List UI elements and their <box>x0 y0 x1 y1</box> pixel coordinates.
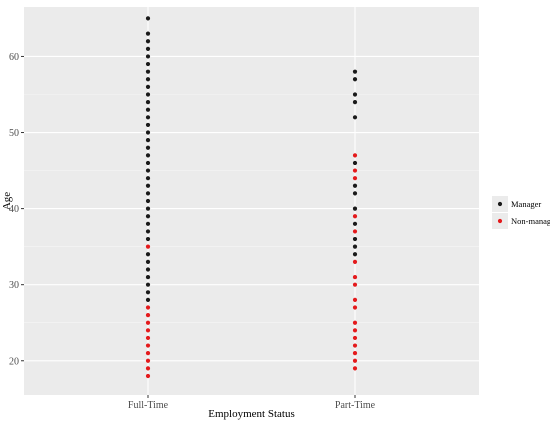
point-manager <box>145 107 151 112</box>
point-manager <box>145 77 151 82</box>
point-non-manager <box>352 176 358 181</box>
legend-marker-manager <box>497 201 503 207</box>
point-manager <box>145 31 151 36</box>
point-non-manager <box>352 274 358 280</box>
point-non-manager <box>352 320 358 325</box>
point-manager <box>145 191 151 196</box>
data-points <box>145 16 358 379</box>
point-manager <box>145 274 151 280</box>
point-manager <box>145 252 151 257</box>
y-tick-label: 60 <box>9 52 19 63</box>
plot-panel <box>24 7 479 395</box>
point-manager <box>352 92 358 97</box>
point-non-manager <box>145 305 151 310</box>
point-manager <box>145 46 151 51</box>
point-manager <box>145 267 151 272</box>
point-non-manager <box>352 358 358 363</box>
point-manager <box>145 160 151 166</box>
x-axis-title: Employment Status <box>208 408 294 420</box>
point-manager <box>352 115 358 120</box>
point-non-manager <box>352 214 358 219</box>
point-non-manager <box>352 297 358 303</box>
point-non-manager <box>145 328 151 333</box>
point-manager <box>352 99 358 105</box>
point-non-manager <box>145 343 151 348</box>
legend-label-non-manager: Non-manager <box>511 216 550 226</box>
point-manager <box>145 99 151 105</box>
point-manager <box>145 61 151 67</box>
y-axis: 20 30 40 50 60 <box>9 52 24 367</box>
point-manager <box>352 183 358 188</box>
point-manager <box>352 160 358 166</box>
point-non-manager <box>352 168 358 173</box>
point-manager <box>145 54 151 59</box>
y-tick-label: 20 <box>9 356 19 367</box>
x-tick-label: Full-Time <box>128 400 169 411</box>
point-manager <box>145 145 151 150</box>
y-axis-title: Age <box>1 192 13 210</box>
point-manager <box>145 84 151 89</box>
legend: Manager Non-manager <box>492 196 550 229</box>
point-manager <box>145 168 151 173</box>
minor-gridlines <box>24 94 479 324</box>
point-manager <box>145 153 151 158</box>
point-non-manager <box>352 328 358 333</box>
point-manager <box>352 221 358 226</box>
point-manager <box>145 176 151 181</box>
y-tick-label: 50 <box>9 128 19 139</box>
legend-label-manager: Manager <box>511 199 541 209</box>
point-manager <box>352 252 358 257</box>
point-non-manager <box>145 320 151 325</box>
point-manager <box>145 297 151 303</box>
point-manager <box>145 115 151 120</box>
y-tick-label: 40 <box>9 204 19 215</box>
point-non-manager <box>352 229 358 234</box>
point-non-manager <box>352 335 358 341</box>
point-non-manager <box>145 358 151 363</box>
point-non-manager <box>145 335 151 341</box>
point-manager <box>145 282 151 287</box>
point-manager <box>145 206 151 211</box>
point-manager <box>352 191 358 196</box>
point-manager <box>145 214 151 219</box>
point-manager <box>145 39 151 44</box>
point-non-manager <box>145 313 151 318</box>
point-non-manager <box>145 244 151 249</box>
point-manager <box>145 92 151 97</box>
point-manager <box>145 122 151 128</box>
point-manager <box>145 16 151 21</box>
point-non-manager <box>352 282 358 287</box>
point-manager <box>145 236 151 242</box>
point-manager <box>145 290 151 295</box>
point-manager <box>145 221 151 226</box>
point-manager <box>145 69 151 74</box>
point-non-manager <box>145 351 151 356</box>
point-manager <box>352 206 358 211</box>
point-manager <box>352 236 358 242</box>
point-manager <box>145 198 151 204</box>
point-non-manager <box>145 373 151 379</box>
point-manager <box>145 183 151 188</box>
point-manager <box>352 69 358 74</box>
point-non-manager <box>352 305 358 310</box>
point-non-manager <box>352 343 358 348</box>
point-manager <box>145 259 151 264</box>
y-tick-label: 30 <box>9 280 19 291</box>
point-manager <box>352 244 358 249</box>
point-non-manager <box>352 259 358 264</box>
point-manager <box>145 130 151 135</box>
point-manager <box>145 138 151 143</box>
point-non-manager <box>352 153 358 158</box>
x-tick-label: Part-Time <box>335 400 376 411</box>
x-axis: Full-Time Part-Time <box>128 395 376 411</box>
point-non-manager <box>352 351 358 356</box>
point-manager <box>145 229 151 234</box>
legend-marker-non-manager <box>497 218 503 224</box>
point-manager <box>352 77 358 82</box>
point-non-manager <box>352 366 358 371</box>
point-non-manager <box>145 366 151 371</box>
